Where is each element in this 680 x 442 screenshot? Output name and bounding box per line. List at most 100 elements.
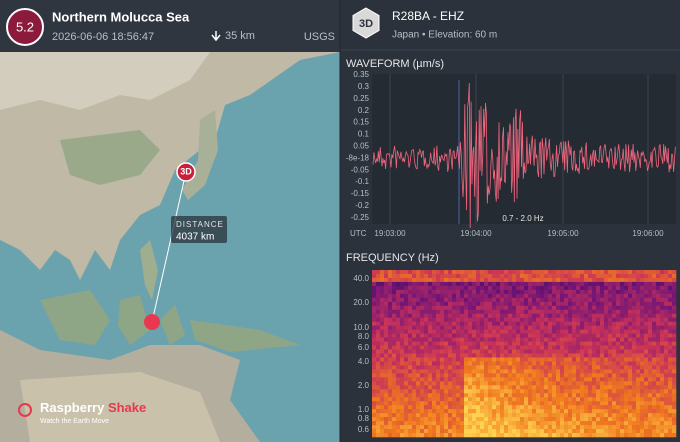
spectrogram-cell (456, 309, 461, 315)
spectrogram-cell (580, 325, 585, 330)
spectrogram-cell (644, 401, 649, 406)
spectrogram-cell (600, 401, 605, 406)
spectrogram-cell (488, 329, 493, 334)
spectrogram-cell (500, 357, 505, 362)
spectrogram-cell (392, 409, 397, 414)
spectrogram-cell (564, 421, 569, 426)
spectrogram-cell (560, 273, 565, 279)
spectrogram-cell (504, 365, 509, 370)
spectrogram-cell (444, 341, 449, 346)
spectrogram-cell (480, 345, 485, 350)
spectrogram-cell (528, 337, 533, 342)
spectrogram-cell (404, 357, 409, 362)
spectrogram-cell (460, 270, 465, 275)
spectrogram-cell (472, 297, 477, 303)
spectrogram-cell (524, 293, 529, 299)
spectrogram-cell (436, 317, 441, 322)
map[interactable]: 3D DISTANCE 4037 km Raspberry Shake Watc… (0, 52, 340, 442)
spectrogram-cell (400, 389, 405, 394)
spectrogram-cell (640, 270, 645, 275)
spectrogram-cell (616, 329, 621, 334)
spectrogram-cell (524, 421, 529, 426)
brand-logo[interactable]: Raspberry Shake Watch the Earth Move (18, 400, 146, 425)
spectrogram-cell (584, 281, 589, 287)
spectrogram-cell (612, 293, 617, 299)
spectrogram-cell (596, 317, 601, 322)
spectrogram-cell (440, 393, 445, 398)
spectrogram-cell (648, 401, 653, 406)
spectrogram-cell (568, 285, 573, 291)
spectrogram-cell (460, 377, 465, 382)
spectrogram-cell (664, 329, 669, 334)
spectrogram-cell (600, 285, 605, 291)
spectrogram-cell (524, 393, 529, 398)
spectrogram-cell (480, 309, 485, 315)
spectrogram-cell (640, 273, 645, 279)
spectrogram-cell (520, 337, 525, 342)
spectrogram-cell (416, 429, 421, 434)
spectrogram-cell (460, 325, 465, 330)
spectrogram-cell (576, 337, 581, 342)
epicenter-marker[interactable] (144, 314, 160, 330)
spectrogram-cell (524, 409, 529, 414)
spectrogram-cell (548, 353, 553, 358)
spectrogram-cell (536, 301, 541, 307)
spectrogram-cell (604, 393, 609, 398)
spectrogram-cell (372, 385, 377, 390)
spectrogram-cell (632, 381, 637, 386)
spectrogram-cell (596, 377, 601, 382)
spectrogram-cell (460, 305, 465, 311)
spectrogram-cell (540, 429, 545, 434)
spectrogram-cell (468, 405, 473, 410)
spectrogram-cell (464, 429, 469, 434)
spectrogram-cell (580, 293, 585, 299)
spectrogram-cell (484, 381, 489, 386)
spectrogram-cell (424, 317, 429, 322)
spectrogram-cell (600, 297, 605, 303)
spectrogram-cell (556, 433, 561, 438)
spectrogram-cell (420, 309, 425, 315)
spectrogram-cell (624, 413, 629, 418)
spectrogram-cell (548, 397, 553, 402)
spectrogram-cell (612, 353, 617, 358)
spectrogram-cell (568, 349, 573, 354)
spectrogram-cell (524, 429, 529, 434)
spectrogram-cell (644, 429, 649, 434)
spectrogram-cell (560, 369, 565, 374)
station-marker[interactable] (176, 162, 196, 182)
spectrogram-cell (476, 321, 481, 326)
spectrogram-cell (500, 393, 505, 398)
spectrogram-cell (588, 429, 593, 434)
spectrogram-cell (640, 417, 645, 422)
spectrogram-cell (568, 357, 573, 362)
spectrogram-cell (452, 345, 457, 350)
spectrogram-cell (480, 293, 485, 299)
spectrogram-cell (568, 289, 573, 295)
spectrogram-cell (452, 381, 457, 386)
spectrogram-cell (576, 345, 581, 350)
spectrogram-cell (576, 329, 581, 334)
spectrogram-cell (376, 369, 381, 374)
spectrogram-cell (496, 357, 501, 362)
spectrogram-cell (420, 405, 425, 410)
spectrogram-cell (460, 341, 465, 346)
spectrogram-cell (492, 433, 497, 438)
spectrogram-cell (480, 357, 485, 362)
spectrogram-cell (428, 333, 433, 338)
spectrogram-cell (384, 385, 389, 390)
spectrogram-cell (596, 293, 601, 299)
spectrogram-cell (644, 377, 649, 382)
spectrogram-cell (476, 409, 481, 414)
spectrogram-cell (564, 285, 569, 291)
spectrogram-cell (608, 393, 613, 398)
spectrogram-cell (488, 357, 493, 362)
spectrogram-cell (636, 301, 641, 307)
spectrogram-cell (516, 329, 521, 334)
spectrogram-cell (484, 341, 489, 346)
y-tick-label: -0.05 (351, 165, 370, 174)
spectrogram-cell (564, 297, 569, 303)
spectrogram-cell (672, 393, 677, 398)
spectrogram-cell (628, 341, 633, 346)
spectrogram-cell (396, 345, 401, 350)
spectrogram-cell (672, 281, 677, 287)
